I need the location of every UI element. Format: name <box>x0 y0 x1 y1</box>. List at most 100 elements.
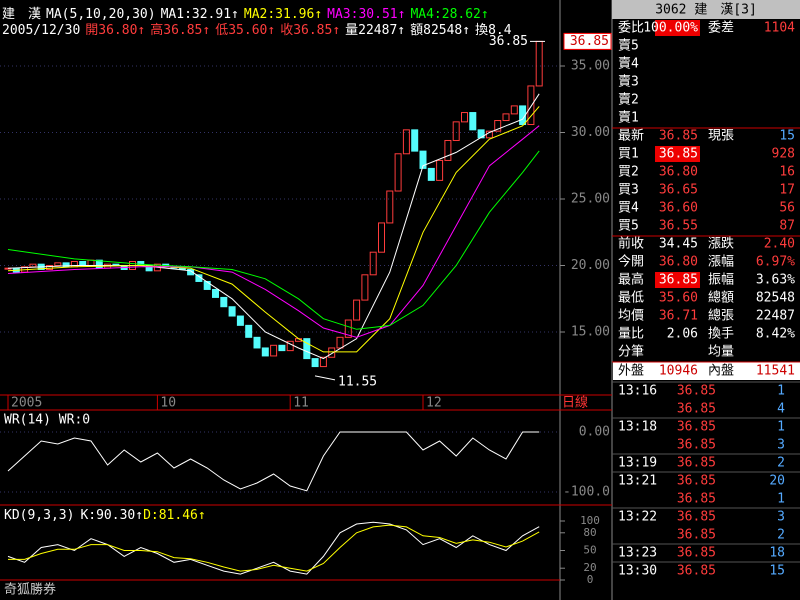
value-highlight <box>655 272 700 288</box>
candle <box>220 296 228 308</box>
period: 日線 <box>562 395 588 411</box>
y-tick-label: 30.00 <box>571 125 610 140</box>
value-highlight <box>655 20 700 36</box>
quote-title-bar <box>612 0 800 19</box>
quote-label: 漲跌 <box>708 236 734 252</box>
quote-label: 現張 <box>708 129 734 144</box>
candle <box>54 262 62 266</box>
quote-label: 買5 <box>618 219 639 234</box>
candle <box>328 347 336 358</box>
quote-label: 買2 <box>618 165 639 180</box>
quote-label: 賣5 <box>618 39 639 54</box>
quote-value: 82548 <box>756 291 795 306</box>
tick-volume: 20 <box>769 474 785 489</box>
price-tag: 36.85 <box>570 34 609 49</box>
quote-value: 34.45 <box>659 237 698 252</box>
quote-label: 總張 <box>708 308 734 324</box>
quote-value: 36.60 <box>659 201 698 216</box>
header-item: 量22487↑ <box>345 23 405 38</box>
candle <box>378 222 385 253</box>
tick-volume: 4 <box>777 402 785 417</box>
quote-label: 總額 <box>708 290 734 306</box>
quote-value: 15 <box>779 129 795 144</box>
tick-volume: 15 <box>769 564 785 579</box>
kd-tick-label: 50 <box>583 544 596 557</box>
quote-value: 36.65 <box>659 183 698 198</box>
header-item: 建 漢 <box>2 7 41 22</box>
quote-value: 36.80 <box>659 165 698 180</box>
candle <box>228 306 236 317</box>
quote-value: 2.06 <box>667 327 698 342</box>
quote-label: 前收 <box>618 236 644 252</box>
tick-time: 13:19 <box>618 456 657 471</box>
candle <box>394 153 402 192</box>
header-item: MA4:28.62↑ <box>410 7 488 22</box>
tick-price: 36.85 <box>677 384 716 399</box>
quote-value: 36.55 <box>659 219 698 234</box>
candle <box>427 167 435 181</box>
tick-volume: 1 <box>777 420 785 435</box>
candle <box>236 315 244 326</box>
tick-volume: 1 <box>777 492 785 507</box>
tick-volume: 3 <box>777 510 785 525</box>
low-pointer <box>314 375 336 381</box>
candle <box>444 139 452 161</box>
candle <box>527 85 535 126</box>
candle <box>212 288 219 298</box>
quote-label: 量比 <box>618 327 644 342</box>
volume-row-bg <box>613 362 800 380</box>
tick-time: 13:22 <box>618 510 657 525</box>
quote-value: 1104 <box>764 21 795 36</box>
quote-value: 2.40 <box>764 237 795 252</box>
candle <box>261 347 269 357</box>
quote-value: 16 <box>779 165 795 180</box>
quote-value: 100.00% <box>643 21 698 36</box>
candle <box>270 344 278 357</box>
tick-price: 36.85 <box>677 420 716 435</box>
candle <box>369 251 377 276</box>
quote-value: 36.85 <box>659 147 698 162</box>
candle <box>311 358 319 368</box>
y-tick-label: 25.00 <box>571 192 610 207</box>
quote-label: 賣4 <box>618 57 639 72</box>
tick-time: 13:30 <box>618 564 657 579</box>
quote-label: 買4 <box>618 201 639 216</box>
quote-label: 買1 <box>618 147 639 162</box>
header-item: MA1:32.91↑ <box>161 7 239 22</box>
header-item: MA3:30.51↑ <box>327 7 405 22</box>
candle <box>461 112 468 123</box>
d-label: D:81.46↑ <box>143 508 206 523</box>
quote-value: 56 <box>779 201 795 216</box>
wr-tick-label: -100.0 <box>563 485 610 500</box>
tick-volume: 18 <box>769 546 785 561</box>
quote-label: 均量 <box>708 345 734 360</box>
tick-time: 13:18 <box>618 420 657 435</box>
candle <box>402 129 410 155</box>
y-tick-label: 15.00 <box>571 325 610 340</box>
tick-time: 13:21 <box>618 474 657 489</box>
ma-line <box>7 150 540 330</box>
kd-title: KD(9,3,3) K:90.30↑D:81.46↑ <box>4 508 206 523</box>
date-label: 10 <box>160 396 176 411</box>
date-label: 2005 <box>11 396 42 411</box>
candle <box>510 105 518 115</box>
y-tick-label: 35.00 <box>571 59 610 74</box>
footer: 奇狐勝券 <box>4 582 56 598</box>
header-item: 高36.85↑ <box>150 22 210 38</box>
tick-price: 36.85 <box>677 438 716 453</box>
candle <box>245 324 253 338</box>
quote-value: 17 <box>779 183 795 198</box>
candle <box>469 112 477 131</box>
quote-label: 買3 <box>618 183 639 198</box>
low-label: 11.55 <box>338 374 377 389</box>
k-label: K:90.30↑ <box>80 508 143 523</box>
header-item: 開36.80↑ <box>85 23 145 38</box>
k-line <box>7 521 540 575</box>
candle <box>494 120 502 132</box>
quote-title: 3062 建 漢[3] <box>655 3 757 18</box>
candle <box>278 344 286 352</box>
tick-volume: 3 <box>777 438 785 453</box>
header-line: 2005/12/30 開36.80↑ 高36.85↑ 低35.60↑ 收36.85↑ 量2… <box>2 22 512 38</box>
